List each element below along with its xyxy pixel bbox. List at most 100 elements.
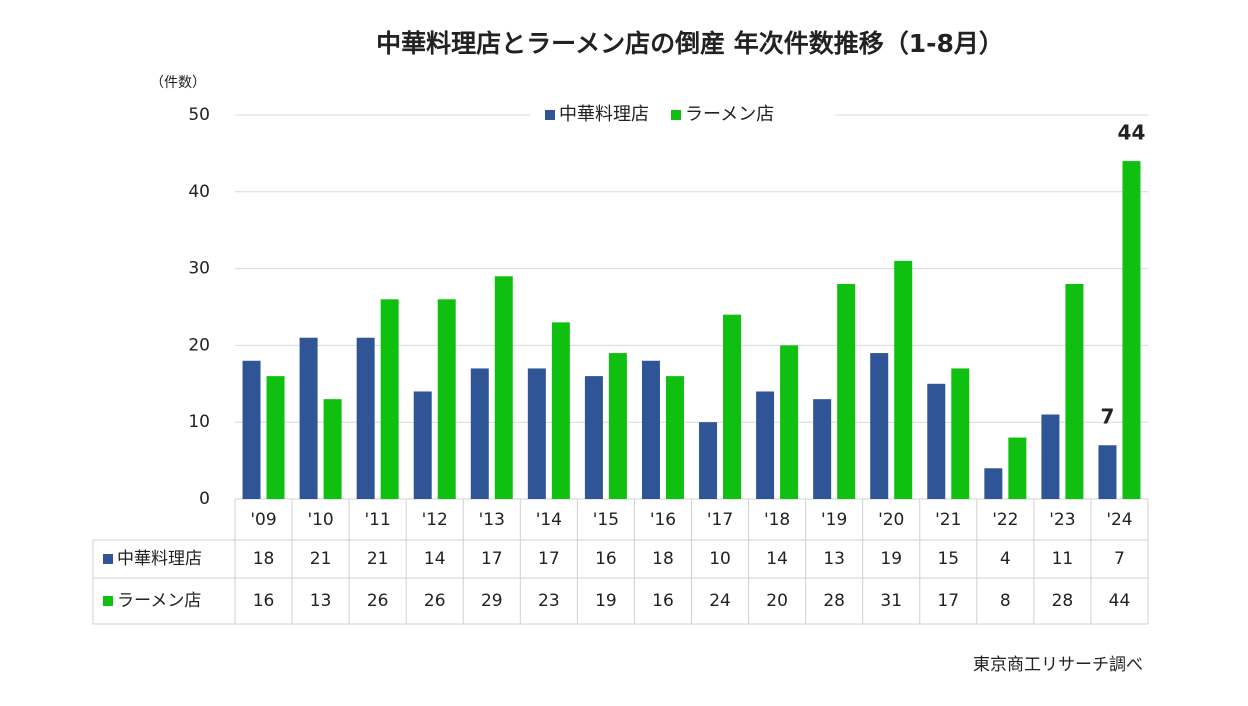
- table-cell: 16: [652, 591, 674, 611]
- y-tick-label: 30: [188, 259, 210, 279]
- row-header: ラーメン店: [117, 591, 201, 611]
- bar: [299, 337, 318, 499]
- bar: [584, 376, 603, 499]
- y-tick-label: 40: [188, 182, 210, 202]
- table-cell: 26: [367, 591, 389, 611]
- legend-swatch: [671, 110, 681, 120]
- bar: [837, 283, 856, 499]
- bar: [266, 376, 285, 499]
- table-cell: 15: [937, 549, 959, 569]
- table-cell: 17: [538, 549, 560, 569]
- table-cell: 13: [823, 549, 845, 569]
- bar: [1065, 283, 1084, 499]
- row-legend-swatch: [103, 596, 113, 606]
- data-label: 7: [1101, 405, 1115, 429]
- bar: [380, 299, 399, 499]
- table-cell: 14: [766, 549, 788, 569]
- source-note: 東京商工リサーチ調べ: [973, 655, 1143, 675]
- x-tick-label: '12: [422, 510, 448, 530]
- bar: [470, 368, 489, 499]
- bar: [323, 399, 342, 499]
- x-tick-label: '14: [536, 510, 562, 530]
- row-header: 中華料理店: [117, 549, 202, 569]
- bar: [527, 368, 546, 499]
- bar: [927, 383, 946, 499]
- x-tick-label: '15: [593, 510, 619, 530]
- x-tick-label: '16: [650, 510, 676, 530]
- table-cell: 4: [1000, 549, 1011, 569]
- bar: [356, 337, 375, 499]
- table-cell: 20: [766, 591, 788, 611]
- y-tick-label: 50: [188, 105, 210, 125]
- bar: [756, 391, 775, 499]
- bar: [813, 399, 832, 499]
- bar: [951, 368, 970, 499]
- table-cell: 13: [310, 591, 332, 611]
- table-cell: 7: [1114, 549, 1125, 569]
- table-cell: 21: [310, 549, 332, 569]
- y-axis-label: （件数）: [150, 75, 206, 91]
- table-cell: 28: [823, 591, 845, 611]
- bar: [608, 353, 627, 499]
- table-cell: 18: [652, 549, 674, 569]
- x-tick-label: '19: [821, 510, 847, 530]
- bar: [984, 468, 1003, 499]
- x-tick-label: '18: [764, 510, 790, 530]
- table-cell: 19: [880, 549, 902, 569]
- bar: [723, 314, 742, 499]
- bar: [413, 391, 432, 499]
- table-cell: 17: [481, 549, 503, 569]
- bar: [1122, 161, 1141, 499]
- y-tick-label: 0: [199, 489, 210, 509]
- bar: [242, 360, 261, 499]
- table-cell: 14: [424, 549, 446, 569]
- table-cell: 21: [367, 549, 389, 569]
- row-legend-swatch: [103, 554, 113, 564]
- table-cell: 26: [424, 591, 446, 611]
- x-tick-label: '10: [307, 510, 333, 530]
- table-cell: 10: [709, 549, 731, 569]
- x-tick-label: '17: [707, 510, 733, 530]
- bar: [780, 345, 799, 499]
- legend-label: ラーメン店: [685, 104, 774, 125]
- table-cell: 29: [481, 591, 503, 611]
- table-cell: 19: [595, 591, 617, 611]
- table-cell: 18: [253, 549, 275, 569]
- table-cell: 17: [937, 591, 959, 611]
- table-cell: 44: [1109, 591, 1131, 611]
- bar: [699, 422, 718, 499]
- table-cell: 16: [253, 591, 275, 611]
- bar: [870, 353, 889, 499]
- x-tick-label: '13: [479, 510, 505, 530]
- x-tick-label: '22: [992, 510, 1018, 530]
- x-tick-label: '21: [935, 510, 961, 530]
- legend-label: 中華料理店: [559, 104, 649, 125]
- legend-background: [530, 101, 835, 129]
- bar: [1098, 445, 1117, 499]
- y-tick-label: 10: [188, 412, 210, 432]
- table-cell: 23: [538, 591, 560, 611]
- bar: [894, 260, 913, 499]
- bar: [1041, 414, 1060, 499]
- x-tick-label: '20: [878, 510, 904, 530]
- x-tick-label: '24: [1106, 510, 1132, 530]
- data-label: 44: [1118, 121, 1146, 145]
- bar: [551, 322, 570, 499]
- bar: [641, 360, 660, 499]
- table-cell: 31: [880, 591, 902, 611]
- table-cell: 16: [595, 549, 617, 569]
- table-cell: 8: [1000, 591, 1011, 611]
- table-cell: 11: [1052, 549, 1074, 569]
- bar: [665, 376, 684, 499]
- table-cell: 28: [1052, 591, 1074, 611]
- x-tick-label: '23: [1049, 510, 1075, 530]
- bar: [494, 276, 513, 499]
- bar: [437, 299, 456, 499]
- legend-swatch: [545, 110, 555, 120]
- x-tick-label: '11: [365, 510, 391, 530]
- bar: [1008, 437, 1027, 499]
- chart-title: 中華料理店とラーメン店の倒産 年次件数推移（1-8月）: [376, 29, 1004, 58]
- y-tick-label: 20: [188, 335, 210, 355]
- x-tick-label: '09: [250, 510, 276, 530]
